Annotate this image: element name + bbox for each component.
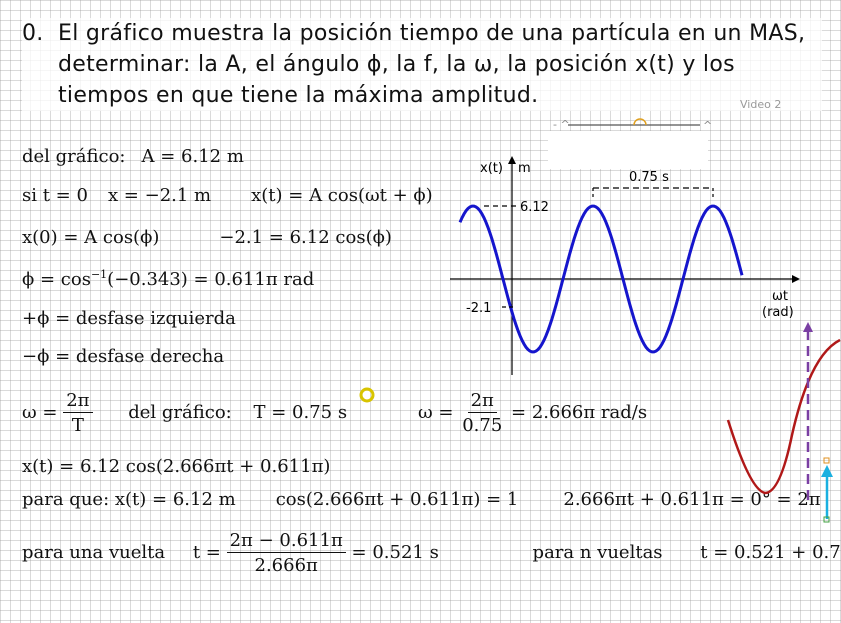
line-phase: ϕ = cos−1(−0.343) = 0.611π rad	[22, 268, 315, 290]
cyan-arrow-icon	[821, 465, 833, 477]
line-omega: ω = 2π T del gráfico: T = 0.75 s	[22, 390, 348, 436]
position-time-graph: x(t) m 6.12 -2.1 0.75 s ωt (rad)	[450, 156, 800, 375]
line-phase-left: +ϕ = desfase izquierda	[22, 308, 236, 329]
y-axis-unit: m	[518, 161, 531, 176]
y-axis-arrow-icon	[508, 156, 516, 164]
line-time-results: para una vuelta t = 2π − 0.611π 2.666π = …	[22, 530, 841, 576]
arrow-handle-top	[823, 457, 830, 464]
position-wave	[458, 204, 744, 354]
cursor-marker-icon	[359, 387, 375, 403]
initial-tick-label: -2.1	[466, 301, 491, 316]
purple-arrow-icon	[803, 322, 813, 332]
annotation-drawing	[726, 322, 841, 523]
line-position-function: x(t) = 6.12 cos(2.666πt + 0.611π)	[22, 456, 331, 477]
line-max-condition: para que: x(t) = 6.12 m cos(2.666πt + 0.6…	[22, 489, 821, 510]
x-axis-unit: (rad)	[762, 305, 794, 320]
arrow-handle-bottom	[823, 516, 830, 523]
video-label: Video 2	[740, 98, 782, 111]
line-phase-right: −ϕ = desfase derecha	[22, 346, 225, 367]
red-curve	[726, 338, 841, 495]
problem-number: 0.	[22, 21, 44, 46]
line-omega-value: ω = 2π 0.75 = 2.666π rad/s	[418, 390, 648, 436]
line-x-zero: x(0) = A cos(ϕ) −2.1 = 6.12 cos(ϕ)	[22, 227, 392, 248]
video-timeline[interactable]: - ^ ^	[540, 112, 740, 134]
y-axis-label: x(t)	[480, 161, 503, 176]
timeline-start-tick: - ^	[553, 118, 570, 131]
x-axis-label: ωt	[772, 289, 788, 304]
overlay-box	[548, 131, 708, 169]
period-label: 0.75 s	[629, 170, 669, 185]
problem-statement: El gráfico muestra la posición tiempo de…	[58, 21, 806, 108]
timeline-end-tick: ^	[703, 119, 712, 132]
amplitude-tick-label: 6.12	[520, 200, 549, 215]
line-amplitude: del gráfico: A = 6.12 m	[22, 146, 244, 167]
problem-statement-block: 0. El gráfico muestra la posición tiempo…	[22, 18, 822, 111]
timeline-handle-icon	[633, 118, 647, 126]
x-axis-arrow-icon	[792, 275, 800, 283]
